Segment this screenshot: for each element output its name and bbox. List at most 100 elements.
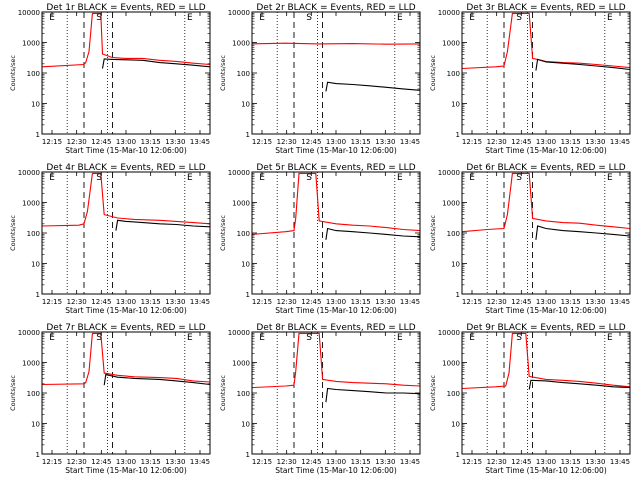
event-marker: E (607, 13, 613, 23)
series-line-black (528, 379, 630, 390)
y-tick-label: 1 (246, 451, 250, 459)
x-tick-label: 13:45 (400, 138, 420, 146)
y-tick-label: 10000 (438, 169, 460, 177)
event-marker: E (469, 173, 475, 183)
y-tick-label: 10 (451, 101, 460, 109)
series-line-red (252, 42, 420, 45)
x-tick-label: 13:15 (561, 298, 581, 306)
x-tick-label: 13:30 (375, 138, 395, 146)
y-tick-label: 10 (31, 101, 40, 109)
event-marker: S (96, 13, 102, 23)
y-tick-label: 10 (31, 421, 40, 429)
y-tick-label: 10 (241, 101, 250, 109)
y-tick-label: 10000 (438, 9, 460, 17)
y-tick-label: 100 (27, 230, 40, 238)
y-tick-label: 10 (451, 421, 460, 429)
event-marker: E (49, 173, 55, 183)
event-marker: E (469, 333, 475, 343)
panel-title: Det 5r BLACK = Events, RED = LLD (256, 163, 415, 173)
series-line-red (462, 332, 630, 390)
x-tick-label: 13:45 (610, 458, 630, 466)
x-tick-label: 13:30 (585, 458, 605, 466)
x-tick-label: 12:45 (91, 298, 111, 306)
event-marker: E (187, 13, 193, 23)
panel-title: Det 1r BLACK = Events, RED = LLD (46, 3, 205, 13)
x-tick-label: 12:15 (42, 138, 62, 146)
series-line-black (325, 227, 420, 240)
event-marker: E (607, 173, 613, 183)
event-marker: E (469, 13, 475, 23)
y-tick-label: 1000 (22, 200, 40, 208)
y-tick-label: 100 (27, 70, 40, 78)
event-marker: E (187, 333, 193, 343)
x-tick-label: 12:15 (252, 298, 272, 306)
y-tick-label: 1000 (22, 360, 40, 368)
event-marker: E (397, 13, 403, 23)
series-line-black (325, 81, 420, 92)
y-tick-label: 1 (36, 291, 40, 299)
event-marker: E (49, 333, 55, 343)
x-tick-label: 13:45 (400, 298, 420, 306)
x-tick-label: 13:45 (400, 458, 420, 466)
x-axis-label: Start Time (15-Mar-10 12:06:00) (65, 466, 187, 475)
panel-title: Det 9r BLACK = Events, RED = LLD (466, 323, 625, 333)
event-marker: E (397, 173, 403, 183)
event-marker: E (607, 333, 613, 343)
y-tick-label: 10 (241, 421, 250, 429)
x-tick-label: 13:15 (351, 298, 371, 306)
y-tick-label: 1000 (442, 200, 460, 208)
series-line-red (42, 172, 210, 227)
x-tick-label: 12:45 (511, 298, 531, 306)
y-axis-label: Counts/sec (9, 215, 17, 251)
y-tick-label: 10000 (18, 9, 40, 17)
y-tick-label: 100 (237, 390, 250, 398)
x-tick-label: 13:00 (326, 138, 346, 146)
y-tick-label: 100 (447, 70, 460, 78)
x-tick-label: 13:15 (351, 138, 371, 146)
event-marker: E (187, 173, 193, 183)
event-marker: E (397, 333, 403, 343)
x-tick-label: 13:30 (585, 298, 605, 306)
y-tick-label: 1000 (232, 360, 250, 368)
y-tick-label: 1 (456, 131, 460, 139)
x-tick-label: 13:00 (536, 298, 556, 306)
y-tick-label: 1000 (442, 40, 460, 48)
event-marker: S (96, 173, 102, 183)
series-line-black (115, 219, 210, 231)
panel-title: Det 6r BLACK = Events, RED = LLD (466, 163, 625, 173)
event-marker: S (516, 333, 522, 343)
y-tick-label: 10000 (228, 9, 250, 17)
y-tick-label: 10000 (228, 329, 250, 337)
event-marker: E (259, 13, 265, 23)
x-tick-label: 13:00 (536, 458, 556, 466)
x-tick-label: 13:30 (165, 458, 185, 466)
y-tick-label: 10000 (18, 329, 40, 337)
series-line-red (252, 332, 420, 389)
x-axis-label: Start Time (15-Mar-10 12:06:00) (485, 306, 607, 315)
x-axis-label: Start Time (15-Mar-10 12:06:00) (275, 306, 397, 315)
event-marker: E (259, 173, 265, 183)
x-tick-label: 12:15 (42, 298, 62, 306)
x-tick-label: 13:45 (610, 138, 630, 146)
y-tick-label: 1000 (232, 200, 250, 208)
x-tick-label: 13:30 (165, 138, 185, 146)
panel-title: Det 8r BLACK = Events, RED = LLD (256, 323, 415, 333)
y-axis-label: Counts/sec (429, 55, 437, 91)
y-tick-label: 1000 (232, 40, 250, 48)
event-marker: S (96, 333, 102, 343)
x-tick-label: 12:45 (91, 138, 111, 146)
x-tick-label: 12:15 (252, 458, 272, 466)
y-tick-label: 10 (31, 261, 40, 269)
y-tick-label: 1 (456, 291, 460, 299)
y-tick-label: 100 (27, 390, 40, 398)
series-line-black (325, 387, 420, 403)
y-tick-label: 10 (241, 261, 250, 269)
x-axis-label: Start Time (15-Mar-10 12:06:00) (65, 306, 187, 315)
y-axis-label: Counts/sec (9, 55, 17, 91)
y-axis-label: Counts/sec (219, 375, 227, 411)
x-tick-label: 12:45 (301, 298, 321, 306)
x-tick-label: 12:45 (511, 138, 531, 146)
y-tick-label: 100 (237, 70, 250, 78)
